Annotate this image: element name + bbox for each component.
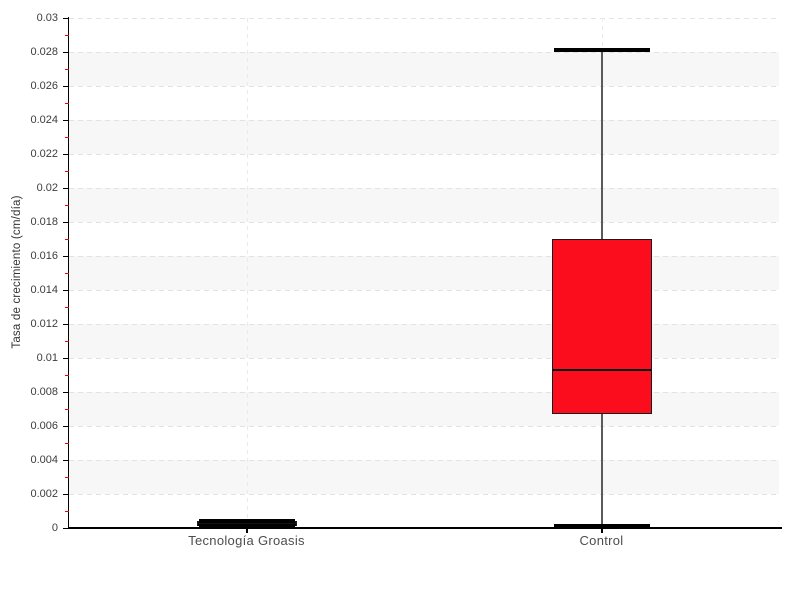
h-gridline bbox=[69, 120, 779, 121]
y-minor-tick bbox=[65, 408, 69, 410]
y-major-tick bbox=[63, 391, 69, 393]
median-line bbox=[197, 523, 296, 526]
y-minor-tick bbox=[65, 374, 69, 376]
y-tick-label: 0.022 bbox=[30, 148, 58, 160]
y-tick-label: 0.01 bbox=[36, 352, 58, 364]
y-minor-tick bbox=[65, 238, 69, 240]
y-major-tick bbox=[63, 51, 69, 53]
y-major-tick bbox=[63, 255, 69, 257]
y-minor-tick bbox=[65, 170, 69, 172]
h-gridline bbox=[69, 392, 779, 393]
whisker-cap-max bbox=[198, 519, 295, 524]
h-gridline bbox=[69, 358, 779, 359]
y-minor-tick bbox=[65, 340, 69, 342]
category-label: Tecnología Groasis bbox=[188, 533, 305, 548]
y-minor-tick bbox=[65, 136, 69, 138]
h-gridline bbox=[69, 290, 779, 291]
y-major-tick bbox=[63, 493, 69, 495]
y-minor-tick bbox=[65, 442, 69, 444]
y-tick-label: 0.004 bbox=[30, 454, 58, 466]
x-tick bbox=[245, 529, 248, 533]
y-major-tick bbox=[63, 357, 69, 359]
whisker-cap-min bbox=[553, 524, 650, 529]
stripe-band bbox=[69, 188, 779, 222]
x-axis-line bbox=[68, 527, 782, 529]
y-tick-label: 0.024 bbox=[30, 114, 58, 126]
stripe-band bbox=[69, 120, 779, 154]
y-minor-tick bbox=[65, 510, 69, 512]
y-major-tick bbox=[63, 85, 69, 87]
y-minor-tick bbox=[65, 68, 69, 70]
y-tick-label: 0.018 bbox=[30, 216, 58, 228]
h-gridline bbox=[69, 256, 779, 257]
y-major-tick bbox=[63, 187, 69, 189]
whisker-cap-min bbox=[198, 524, 295, 529]
median-line bbox=[552, 368, 651, 371]
stripe-band bbox=[69, 52, 779, 86]
box-control bbox=[551, 239, 652, 415]
h-gridline bbox=[69, 188, 779, 189]
stripe-band bbox=[69, 256, 779, 290]
h-gridline bbox=[69, 52, 779, 53]
h-gridline bbox=[69, 86, 779, 87]
stripe-band bbox=[69, 392, 779, 426]
y-tick-label: 0.008 bbox=[30, 386, 58, 398]
h-gridline bbox=[69, 426, 779, 427]
y-major-tick bbox=[63, 17, 69, 19]
h-gridline bbox=[69, 494, 779, 495]
stripe-band bbox=[69, 460, 779, 494]
y-minor-tick bbox=[65, 34, 69, 36]
y-tick-label: 0.012 bbox=[30, 318, 58, 330]
y-major-tick bbox=[63, 221, 69, 223]
y-tick-label: 0.002 bbox=[30, 488, 58, 500]
y-minor-tick bbox=[65, 204, 69, 206]
y-major-tick bbox=[63, 527, 69, 529]
h-gridline bbox=[69, 324, 779, 325]
y-tick-label: 0.006 bbox=[30, 420, 58, 432]
h-gridline bbox=[69, 18, 779, 19]
whisker-cap-max bbox=[553, 48, 650, 53]
category-label: Control bbox=[579, 533, 624, 548]
y-tick-label: 0 bbox=[51, 522, 58, 534]
h-gridline bbox=[69, 222, 779, 223]
y-minor-tick bbox=[65, 306, 69, 308]
y-major-tick bbox=[63, 153, 69, 155]
y-tick-label: 0.028 bbox=[30, 46, 58, 58]
h-gridline bbox=[69, 460, 779, 461]
h-gridline bbox=[69, 154, 779, 155]
y-major-tick bbox=[63, 425, 69, 427]
y-major-tick bbox=[63, 459, 69, 461]
y-minor-tick bbox=[65, 272, 69, 274]
y-tick-label: 0.02 bbox=[36, 182, 58, 194]
y-tick-label: 0.014 bbox=[30, 284, 58, 296]
y-major-tick bbox=[63, 119, 69, 121]
y-minor-tick bbox=[65, 102, 69, 104]
y-major-tick bbox=[63, 289, 69, 291]
y-tick-label: 0.016 bbox=[30, 250, 58, 262]
y-major-tick bbox=[63, 323, 69, 325]
stripe-band bbox=[69, 324, 779, 358]
y-tick-label: 0.03 bbox=[36, 12, 58, 24]
v-gridline bbox=[246, 18, 248, 528]
y-tick-label: 0.026 bbox=[30, 80, 58, 92]
x-tick bbox=[600, 529, 603, 533]
y-minor-tick bbox=[65, 476, 69, 478]
